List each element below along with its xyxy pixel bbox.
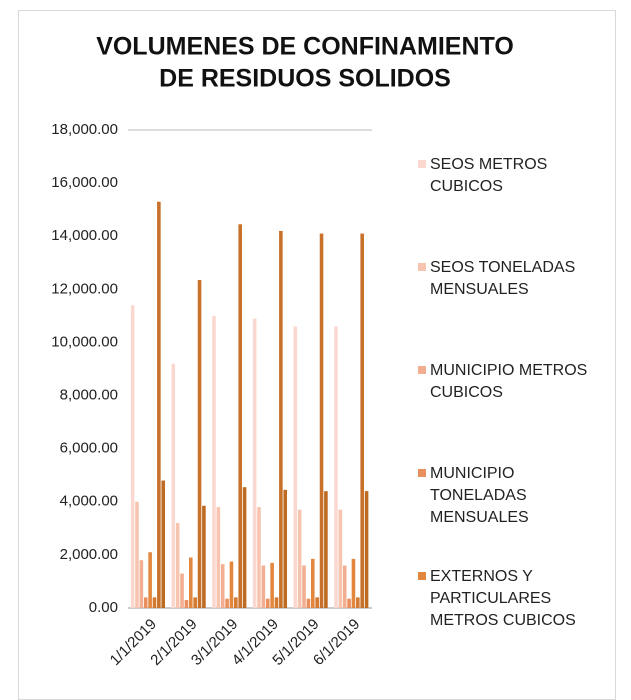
y-tick-label: 10,000.00: [51, 333, 118, 350]
bar: [152, 597, 157, 608]
bar: [319, 233, 324, 609]
bar: [234, 597, 238, 608]
bar: [324, 491, 328, 608]
bar: [347, 598, 351, 608]
bar: [212, 315, 216, 608]
bar: [184, 600, 189, 608]
y-tick-label: 0.00: [89, 599, 118, 616]
bar: [270, 562, 274, 608]
bar: [293, 326, 298, 608]
y-tick-label: 4,000.00: [60, 493, 118, 510]
bar: [189, 557, 193, 608]
bar: [297, 509, 302, 608]
bar: [202, 505, 206, 608]
y-tick-label: 12,000.00: [51, 280, 118, 297]
bar: [229, 561, 234, 608]
bar: [148, 552, 152, 608]
bar: [315, 597, 319, 608]
legend-label: SEOS TONELADAS MENSUALES: [430, 259, 576, 298]
bar: [157, 201, 161, 608]
bar: [342, 565, 347, 608]
y-tick-label: 18,000.00: [51, 121, 118, 138]
legend-swatch: [418, 160, 426, 168]
bar: [283, 489, 288, 608]
bar: [171, 363, 176, 608]
bar: [161, 480, 166, 608]
bar: [302, 565, 306, 608]
bar: [242, 487, 247, 608]
legend-label: MUNICIPIO TONELADAS MENSUALES: [430, 465, 529, 526]
legend-item: SEOS TONELADAS MENSUALES: [418, 257, 618, 360]
legend: SEOS METROS CUBICOS SEOS TONELADAS MENSUA…: [418, 154, 618, 669]
bar: [261, 565, 266, 608]
legend-label: SEOS METROS CUBICOS: [430, 156, 548, 195]
bar: [338, 509, 343, 608]
legend-swatch: [418, 366, 426, 374]
bar: [279, 230, 283, 608]
legend-item: SEOS METROS CUBICOS: [418, 154, 618, 257]
bar: [130, 305, 135, 608]
y-tick-label: 2,000.00: [60, 546, 118, 563]
bar: [193, 597, 197, 608]
legend-swatch: [418, 469, 426, 477]
legend-swatch: [418, 572, 426, 580]
bar: [265, 598, 270, 608]
bar: [143, 597, 148, 608]
legend-label: EXTERNOS Y PARTICULARES METROS CUBICOS: [430, 568, 576, 629]
legend-swatch: [418, 263, 426, 271]
bar: [274, 597, 279, 608]
legend-label: MUNICIPIO METROS CUBICOS: [430, 362, 588, 401]
bar: [238, 224, 242, 608]
bar: [257, 507, 261, 608]
bar: [252, 318, 257, 608]
bar: [356, 597, 360, 608]
bar: [216, 507, 221, 608]
legend-item: MUNICIPIO METROS CUBICOS: [418, 360, 618, 463]
y-tick-label: 14,000.00: [51, 227, 118, 244]
legend-item: EXTERNOS Y PARTICULARES METROS CUBICOS: [418, 566, 618, 669]
bar: [311, 558, 315, 608]
y-tick-label: 8,000.00: [60, 387, 118, 404]
bar: [220, 564, 225, 608]
legend-item: MUNICIPIO TONELADAS MENSUALES: [418, 463, 618, 566]
chart-title: DE RESIDUOS SOLIDOS: [159, 65, 451, 93]
bar: [139, 560, 144, 608]
bar: [334, 326, 338, 608]
y-tick-label: 6,000.00: [60, 440, 118, 457]
bar: [351, 558, 356, 608]
bar: [180, 573, 184, 608]
bar: [197, 280, 202, 608]
bar: [306, 598, 311, 608]
chart-title: VOLUMENES DE CONFINAMIENTO: [96, 33, 514, 61]
bar: [135, 501, 139, 608]
bar: [360, 233, 364, 609]
bar: [175, 523, 180, 608]
bar: [364, 491, 369, 608]
y-tick-label: 16,000.00: [51, 174, 118, 191]
bar: [225, 598, 229, 608]
